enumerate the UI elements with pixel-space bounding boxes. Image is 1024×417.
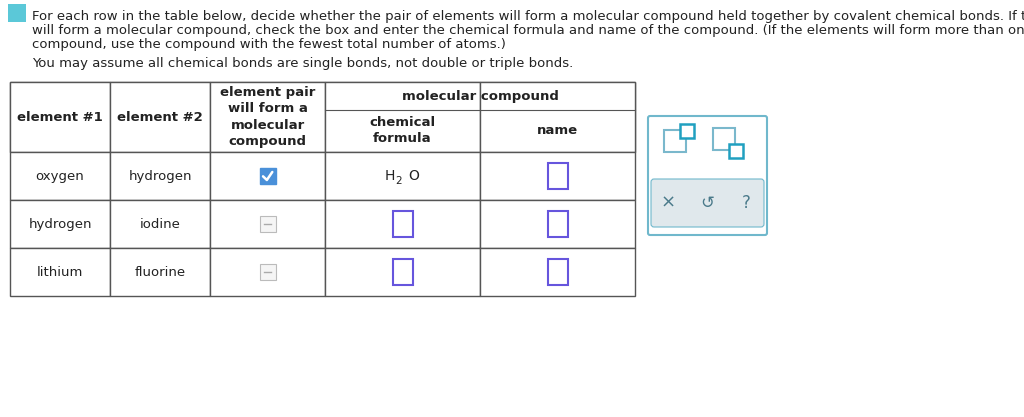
Text: H: H — [384, 169, 394, 183]
Text: name: name — [537, 125, 579, 138]
Text: will form a molecular compound, check the box and enter the chemical formula and: will form a molecular compound, check th… — [32, 23, 1024, 37]
Bar — [548, 211, 567, 237]
Bar — [680, 124, 694, 138]
Text: ↺: ↺ — [700, 194, 714, 212]
Bar — [664, 130, 686, 152]
Bar — [8, 4, 26, 22]
Bar — [325, 82, 480, 152]
Text: element #1: element #1 — [17, 111, 102, 123]
Text: chemical
formula: chemical formula — [370, 116, 435, 146]
Bar — [10, 82, 110, 152]
Text: molecular compound: molecular compound — [401, 90, 558, 103]
Text: ?: ? — [741, 194, 751, 212]
Bar — [480, 82, 635, 152]
Text: element #2: element #2 — [117, 111, 203, 123]
Text: fluorine: fluorine — [134, 266, 185, 279]
Bar — [548, 163, 567, 189]
Bar — [110, 200, 210, 248]
Text: iodine: iodine — [139, 218, 180, 231]
Text: lithium: lithium — [37, 266, 83, 279]
Bar — [325, 152, 480, 200]
Text: oxygen: oxygen — [36, 169, 84, 183]
Bar — [210, 82, 325, 152]
Bar — [210, 200, 325, 248]
Bar — [210, 248, 325, 296]
Bar — [480, 152, 635, 200]
Text: element pair
will form a
molecular
compound: element pair will form a molecular compo… — [220, 86, 315, 148]
Bar — [480, 248, 635, 296]
Bar — [259, 168, 275, 184]
Bar — [548, 259, 567, 285]
Bar — [392, 211, 413, 237]
FancyBboxPatch shape — [648, 116, 767, 235]
Text: You may assume all chemical bonds are single bonds, not double or triple bonds.: You may assume all chemical bonds are si… — [32, 56, 573, 70]
Text: compound, use the compound with the fewest total number of atoms.): compound, use the compound with the fewe… — [32, 38, 506, 50]
Bar — [10, 152, 110, 200]
FancyBboxPatch shape — [651, 179, 764, 227]
Bar — [110, 152, 210, 200]
Bar — [10, 200, 110, 248]
Text: For each row in the table below, decide whether the pair of elements will form a: For each row in the table below, decide … — [32, 10, 1024, 23]
Text: ×: × — [660, 194, 676, 212]
Bar — [110, 82, 210, 152]
Bar — [110, 248, 210, 296]
Bar — [729, 144, 743, 158]
Text: hydrogen: hydrogen — [128, 169, 191, 183]
Bar — [713, 128, 735, 150]
Bar — [259, 216, 275, 232]
Text: hydrogen: hydrogen — [29, 218, 92, 231]
Bar — [325, 200, 480, 248]
Bar — [259, 264, 275, 280]
Bar — [210, 152, 325, 200]
Text: O: O — [409, 169, 420, 183]
Bar — [392, 259, 413, 285]
Text: 2: 2 — [395, 176, 402, 186]
Bar — [325, 248, 480, 296]
Bar — [480, 200, 635, 248]
Bar — [10, 248, 110, 296]
Bar — [10, 82, 635, 152]
